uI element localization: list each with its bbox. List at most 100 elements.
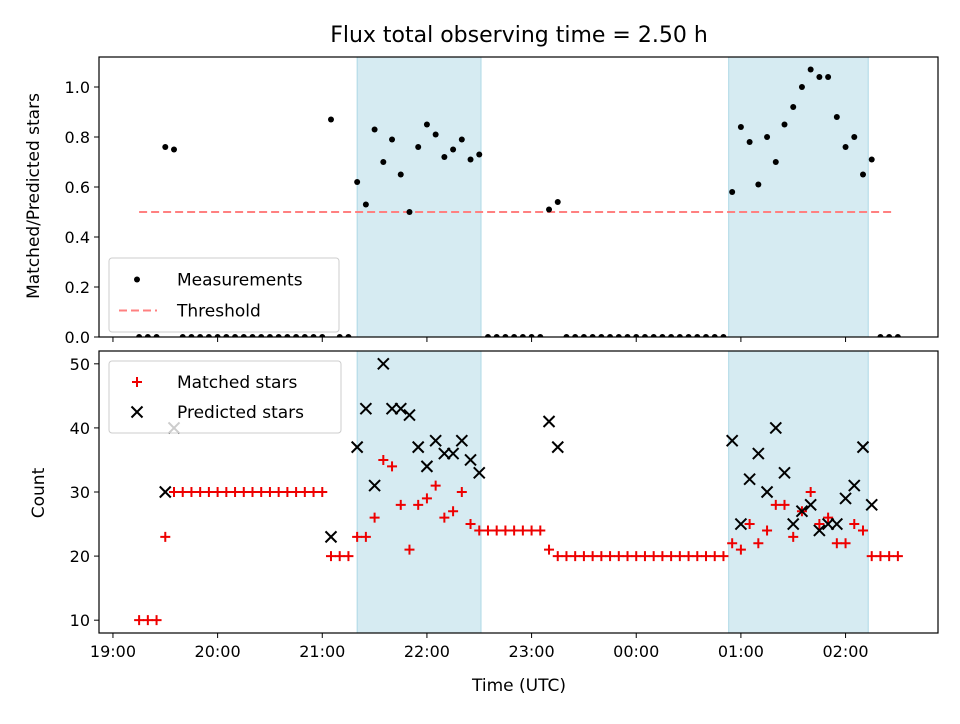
- predicted-star-point: [830, 517, 844, 531]
- matched-star-point: [866, 551, 877, 562]
- measurement-point: [197, 334, 204, 337]
- matched-star-point: [849, 519, 860, 530]
- matched-star-point: [578, 551, 589, 562]
- measurement-point: [772, 159, 779, 165]
- matched-star-point: [709, 551, 720, 562]
- predicted-star-point: [446, 447, 460, 460]
- predicted-star-point: [429, 434, 442, 447]
- measurement-point: [153, 334, 160, 337]
- figure-title: Flux total observing time = 2.50 h: [330, 23, 708, 48]
- predicted-star-point: [856, 440, 870, 454]
- predicted-star-point: [420, 460, 434, 473]
- measurement-point: [441, 154, 448, 160]
- measurement-point: [458, 136, 465, 143]
- measurement-point: [511, 334, 518, 337]
- matched-star-point: [352, 531, 363, 542]
- matched-star-point: [753, 538, 764, 549]
- measurement-point: [371, 126, 378, 133]
- predicted-star-point: [760, 485, 774, 499]
- measurement-point: [389, 136, 396, 143]
- matched-star-point: [892, 551, 903, 562]
- matched-star-point: [639, 551, 650, 562]
- measurement-point: [816, 74, 823, 80]
- legend-plus-marker: [132, 377, 142, 387]
- matched-star-point: [744, 519, 755, 530]
- matched-star-point: [291, 487, 302, 497]
- measurement-point: [423, 121, 430, 128]
- matched-star-point: [779, 499, 790, 510]
- measurement-point: [319, 334, 326, 337]
- measurement-point: [711, 334, 718, 337]
- matched-star-point: [770, 499, 781, 510]
- matched-star-point: [718, 551, 729, 562]
- legend-label: Threshold: [176, 302, 261, 322]
- measurement-point: [144, 334, 151, 337]
- matched-star-point: [343, 551, 354, 562]
- predicted-star-point: [542, 415, 556, 428]
- matched-star-point: [823, 512, 834, 523]
- x-tick-label: 19:00: [90, 642, 136, 661]
- matched-star-point: [657, 551, 668, 562]
- observing-window-band: [356, 57, 482, 337]
- legend-dot-marker: [134, 276, 140, 283]
- matched-star-point: [448, 506, 459, 517]
- measurement-point: [380, 159, 387, 165]
- matched-star-point: [666, 551, 677, 562]
- matched-star-point: [509, 525, 520, 536]
- measurement-point: [790, 104, 797, 110]
- matched-star-point: [151, 615, 162, 626]
- matched-star-point: [622, 551, 633, 562]
- matched-star-point: [701, 551, 712, 562]
- measurement-point: [764, 134, 771, 140]
- measurement-point: [720, 334, 727, 337]
- measurement-point: [589, 334, 596, 337]
- measurement-point: [580, 334, 587, 337]
- measurement-point: [650, 334, 657, 337]
- predicted-star-point: [813, 524, 826, 537]
- matched-star-point: [317, 487, 328, 497]
- matched-star-point: [735, 544, 746, 555]
- measurement-point: [493, 334, 500, 337]
- measurement-point: [746, 139, 753, 145]
- matched-star-point: [230, 487, 241, 497]
- measurement-point: [266, 334, 273, 337]
- measurement-point: [694, 334, 701, 337]
- matched-star-point: [221, 487, 232, 497]
- measurement-point: [641, 334, 648, 337]
- y-tick-label: 30: [70, 483, 90, 502]
- measurement-point: [572, 334, 579, 337]
- matched-star-point: [360, 531, 371, 542]
- measurement-point: [171, 146, 178, 153]
- x-tick-label: 02:00: [822, 642, 868, 661]
- measurement-point: [345, 334, 352, 337]
- measurement-point: [659, 334, 666, 337]
- matched-star-point: [404, 544, 415, 555]
- top-panel: 0.0 0.2 0.4 0.6 0.8 1.0 Measurements Threshold: [65, 56, 939, 347]
- measurement-point: [275, 334, 282, 337]
- measurement-point: [450, 146, 457, 153]
- matched-star-point: [805, 487, 816, 497]
- measurement-point: [519, 334, 526, 337]
- matched-star-point: [421, 493, 432, 504]
- measurement-point: [877, 334, 884, 337]
- x-tick-label: 23:00: [509, 642, 555, 661]
- x-tick-label: 00:00: [613, 642, 659, 661]
- observing-window-band: [728, 351, 869, 633]
- matched-star-point: [857, 525, 868, 536]
- plot-area: [134, 351, 903, 633]
- measurement-point: [633, 334, 640, 337]
- measurement-point: [528, 334, 535, 337]
- matched-star-point: [840, 538, 851, 549]
- measurement-point: [537, 334, 544, 337]
- matched-star-point: [814, 519, 825, 530]
- predicted-star-point: [473, 466, 486, 479]
- predicted-star-point: [359, 402, 373, 415]
- measurement-point: [179, 334, 186, 337]
- measurement-point: [685, 334, 692, 337]
- measurement-point: [868, 156, 875, 163]
- y-tick-label: 40: [70, 419, 90, 438]
- top-y-axis-label: Matched/Predicted stars: [24, 93, 44, 299]
- measurement-point: [293, 334, 300, 337]
- x-tick-label: 21:00: [299, 642, 345, 661]
